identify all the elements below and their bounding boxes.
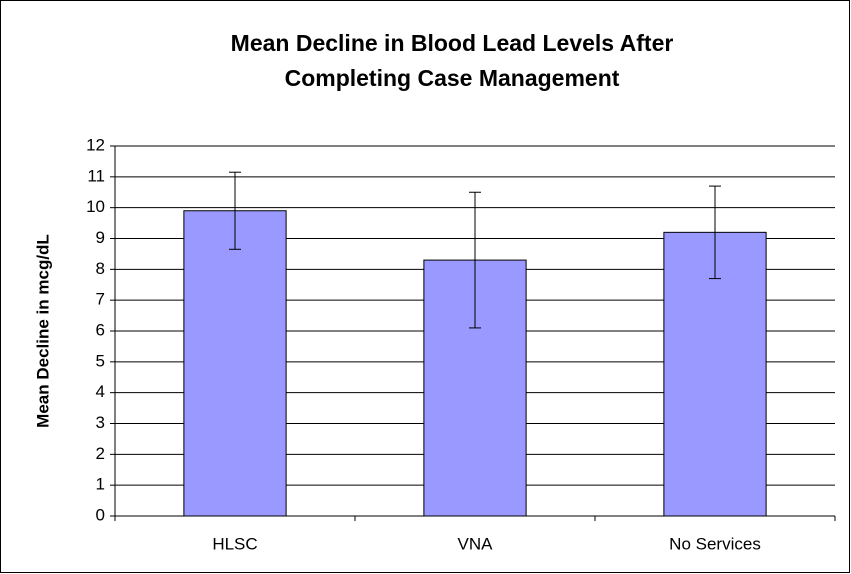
y-tick-label: 5 [96,351,105,370]
chart-title: Mean Decline in Blood Lead Levels After [231,30,674,56]
x-tick-label: No Services [669,534,761,553]
y-tick-label: 4 [96,382,105,401]
y-tick-label: 2 [96,444,105,463]
x-tick-label: HLSC [212,534,257,553]
y-tick-label: 3 [96,413,105,432]
x-tick-label: VNA [458,534,494,553]
y-tick-label: 10 [86,197,105,216]
y-tick-label: 0 [96,505,105,524]
y-tick-label: 11 [87,166,105,185]
y-tick-label: 12 [86,135,105,154]
y-tick-label: 9 [96,228,105,247]
chart-title: Completing Case Management [285,65,620,91]
y-axis-label: Mean Decline in mcg/dL [33,234,52,428]
bar [183,210,287,517]
y-tick-label: 7 [96,290,105,309]
y-tick-label: 1 [96,475,105,494]
y-tick-label: 6 [96,320,105,339]
y-tick-label: 8 [96,259,105,278]
